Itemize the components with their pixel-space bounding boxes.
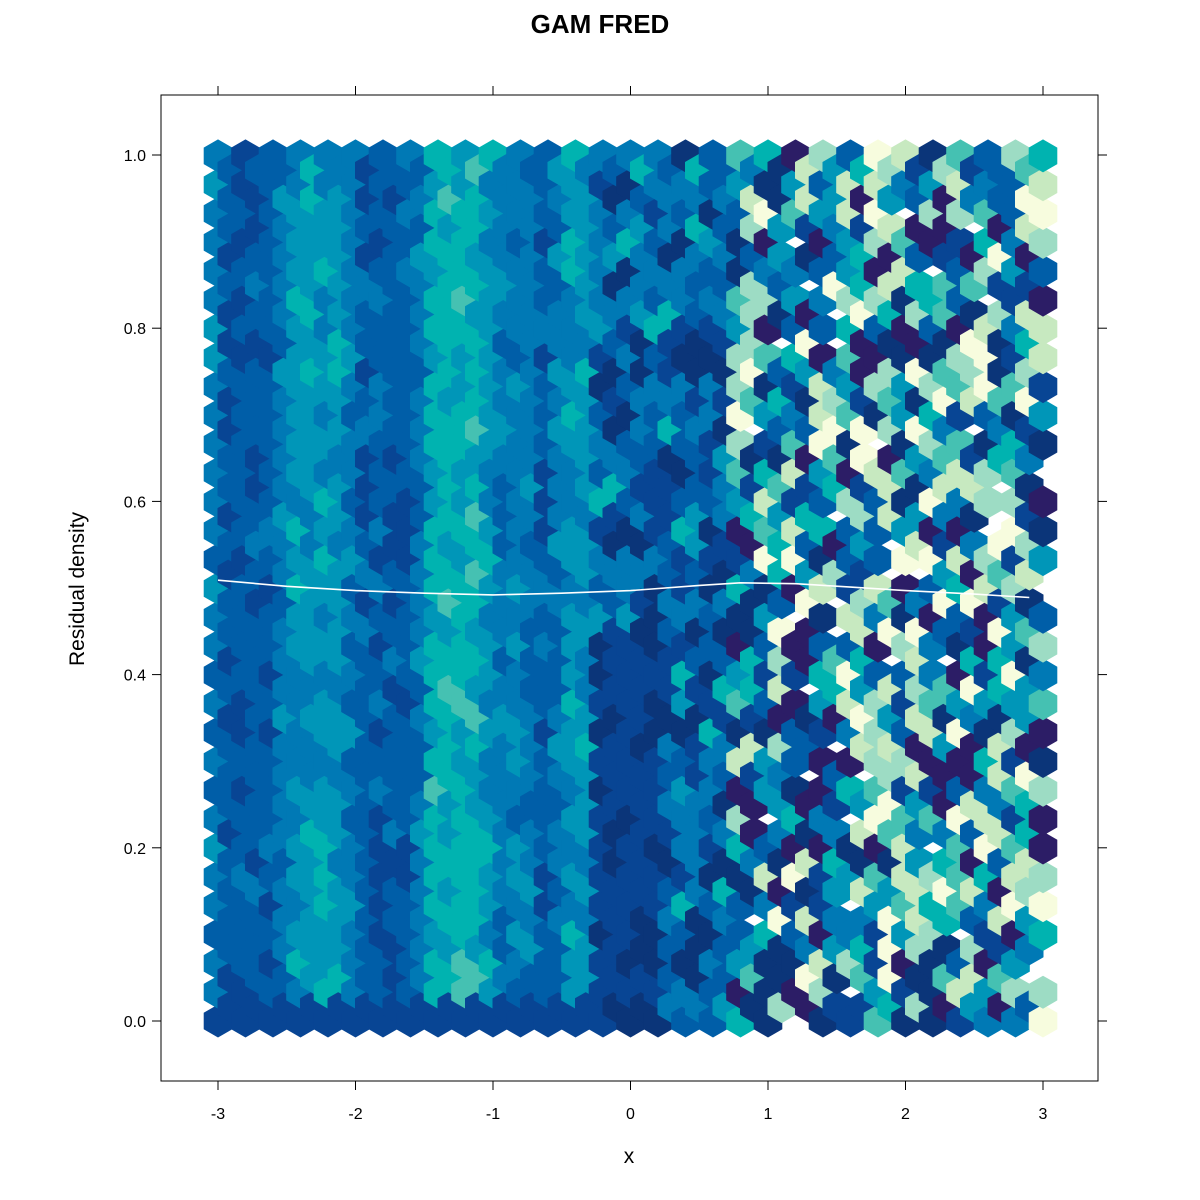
hex-cell [1028, 1004, 1058, 1038]
hex-cell [1028, 197, 1058, 230]
hex-cell [1028, 225, 1058, 259]
hex-cell [1028, 370, 1058, 404]
x-tick-label: 3 [1039, 1106, 1048, 1123]
hex-cell [1028, 687, 1058, 721]
hex-cell [1028, 716, 1058, 750]
y-axis-label: Residual density [66, 511, 89, 666]
hex-cell [1028, 600, 1058, 634]
hex-cell [1028, 485, 1058, 519]
hex-cell [1028, 975, 1058, 1009]
hex-cell [1028, 254, 1058, 288]
x-tick-label: -3 [211, 1106, 225, 1123]
hex-cell [1028, 312, 1058, 346]
x-tick-label: -1 [486, 1106, 500, 1123]
y-tick-label: 0.6 [124, 494, 146, 511]
hex-cell [1028, 658, 1058, 692]
plot-frame [160, 94, 1099, 1082]
x-axis-label: x [624, 1145, 635, 1168]
x-tick-label: -2 [348, 1106, 362, 1123]
hex-cell [1028, 802, 1058, 836]
hex-cell [1028, 427, 1058, 461]
x-tick-label: 2 [901, 1106, 910, 1123]
y-tick-label: 0.4 [124, 668, 146, 685]
x-axis-ticks: -3 -2 -1 0 1 2 3 [211, 86, 1048, 1123]
hex-cell [1028, 831, 1058, 865]
hex-cell [1028, 629, 1058, 663]
hex-cell [1028, 283, 1058, 317]
hex-cell [1028, 889, 1058, 923]
hex-cell [863, 543, 893, 577]
y-tick-label: 0.8 [124, 321, 146, 338]
hex-cell [1028, 398, 1058, 432]
y-tick-label: 0.2 [124, 841, 146, 858]
y-tick-label: 0.0 [124, 1014, 146, 1031]
hex-cell [1028, 773, 1058, 807]
x-tick-label: 0 [626, 1106, 635, 1123]
hex-cell [808, 312, 838, 346]
hex-cell [1028, 168, 1058, 202]
chart-title: GAM FRED [531, 9, 670, 39]
hexbin-cells [203, 139, 1058, 1038]
hex-cell [1028, 543, 1058, 577]
hex-cell [1028, 745, 1058, 778]
y-tick-label: 1.0 [124, 148, 146, 165]
hex-cell [1028, 341, 1058, 375]
hex-cell [1028, 514, 1058, 548]
smooth-trend-line [217, 579, 1030, 599]
hex-cell [973, 485, 1003, 519]
y-axis-ticks: 0.0 0.2 0.4 0.6 0.8 1.0 [124, 148, 1107, 1031]
hex-cell [808, 600, 838, 634]
hex-cell [1028, 139, 1058, 173]
hex-cell [1028, 918, 1058, 951]
hex-cell [1028, 860, 1058, 894]
x-tick-label: 1 [764, 1106, 773, 1123]
